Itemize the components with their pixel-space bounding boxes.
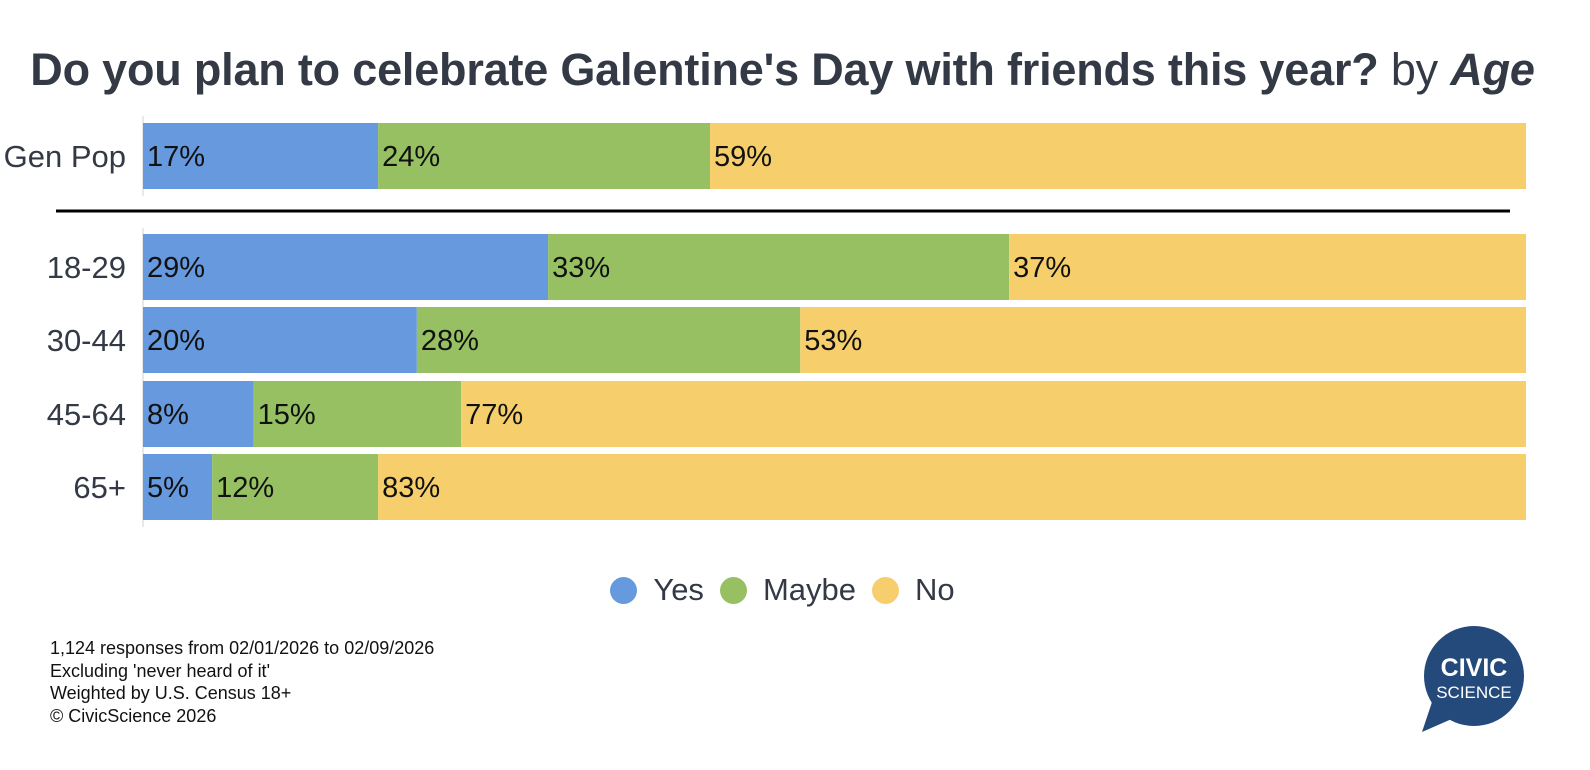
bar-65-maybe: [212, 454, 379, 520]
data-label-30-44-maybe: 28%: [421, 325, 479, 357]
data-label-45-64-yes: 8%: [147, 399, 189, 431]
category-label-18-29: 18-29: [47, 250, 126, 285]
data-label-18-29-maybe: 33%: [552, 252, 610, 284]
footnote-exclusion: Excluding 'never heard of it': [50, 660, 270, 681]
legend-label-yes: Yes: [653, 572, 704, 607]
legend-swatch-yes: [610, 576, 638, 604]
legend-swatch-no: [871, 576, 899, 604]
bar-gen-pop-maybe: [378, 123, 711, 189]
title-question: Do you plan to celebrate Galentine's Day…: [30, 44, 1379, 95]
footnotes: 1,124 responses from 02/01/2026 to 02/09…: [50, 637, 434, 727]
bar-30-44-no: [800, 307, 1526, 373]
logo-text-science: SCIENCE: [1436, 683, 1512, 702]
civicscience-logo: CIVIC SCIENCE: [1422, 626, 1524, 732]
bar-18-29-yes: [143, 234, 549, 300]
footnote-copyright: © CivicScience 2026: [50, 705, 217, 726]
bar-65-yes: [143, 454, 213, 520]
logo-text-civic: CIVIC: [1441, 654, 1508, 682]
bar-30-44-maybe: [416, 307, 801, 373]
logo-bubble-tail: [1422, 702, 1454, 732]
data-label-18-29-no: 37%: [1013, 252, 1071, 284]
data-label-gen-pop-maybe: 24%: [382, 141, 440, 173]
category-label-30-44: 30-44: [47, 323, 126, 358]
legend: Yes Maybe No: [0, 572, 1565, 608]
bar-18-29-maybe: [548, 234, 1010, 300]
logo-bubble: [1424, 626, 1524, 726]
stacked-bar-chart: Gen Pop 17% 24% 59% 18-29 29% 33% 37% 30-44 20% 28…: [4, 116, 1527, 527]
bar-18-29-no: [1009, 234, 1526, 300]
data-label-45-64-no: 77%: [465, 399, 523, 431]
data-label-30-44-no: 53%: [804, 325, 862, 357]
bar-45-64-maybe: [253, 381, 462, 447]
title-by: by: [1390, 44, 1438, 95]
legend-swatch-maybe: [719, 576, 747, 604]
category-label-45-64: 45-64: [47, 397, 126, 432]
data-label-65-maybe: 12%: [216, 472, 274, 504]
bar-30-44-yes: [143, 307, 417, 373]
data-label-65-no: 83%: [382, 472, 440, 504]
legend-item-maybe: Maybe: [719, 572, 856, 608]
chart-title: Do you plan to celebrate Galentine's Day…: [0, 44, 1565, 96]
bar-65-no: [378, 454, 1526, 520]
data-label-18-29-yes: 29%: [147, 252, 205, 284]
data-label-30-44-yes: 20%: [147, 325, 205, 357]
bar-gen-pop-yes: [143, 123, 379, 189]
footnote-weighting: Weighted by U.S. Census 18+: [50, 683, 292, 703]
legend-item-yes: Yes: [610, 572, 704, 608]
data-label-gen-pop-yes: 17%: [147, 141, 205, 173]
bar-45-64-yes: [143, 381, 254, 447]
legend-item-no: No: [871, 572, 955, 608]
footnote-responses: 1,124 responses from 02/01/2026 to 02/09…: [50, 638, 435, 658]
bar-45-64-no: [461, 381, 1527, 447]
category-label-gen-pop: Gen Pop: [4, 139, 126, 174]
data-label-45-64-maybe: 15%: [258, 399, 316, 431]
title-dimension: Age: [1450, 44, 1535, 95]
legend-label-maybe: Maybe: [762, 572, 856, 607]
data-label-gen-pop-no: 59%: [714, 141, 772, 173]
data-label-65-yes: 5%: [147, 472, 189, 504]
category-label-65: 65+: [73, 470, 126, 505]
legend-label-no: No: [914, 572, 955, 607]
bar-gen-pop-no: [710, 123, 1526, 189]
